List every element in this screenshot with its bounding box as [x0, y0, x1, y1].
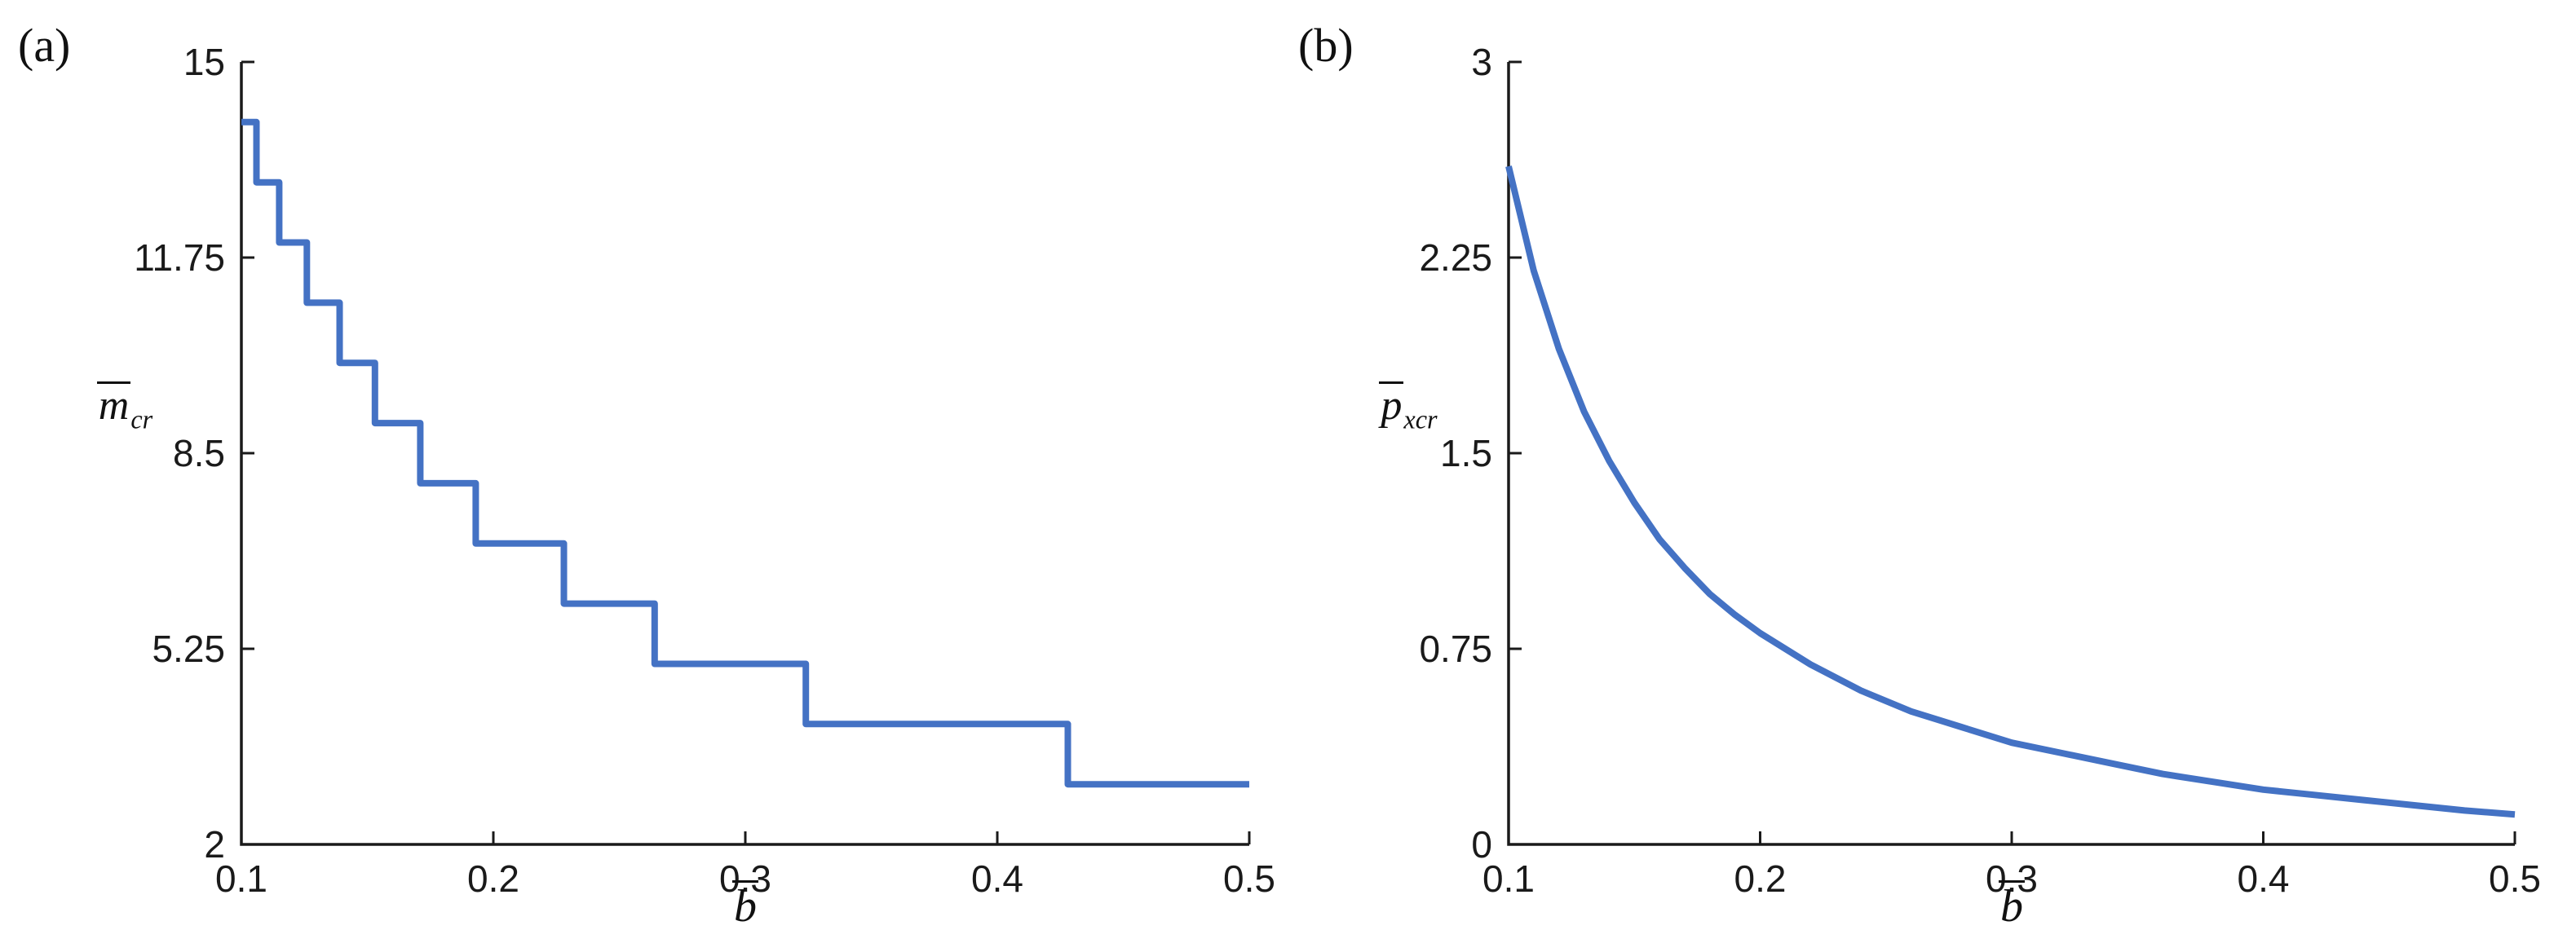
panel-a-ylabel-base: m	[96, 381, 131, 429]
x-tick-label: 0.4	[971, 857, 1023, 900]
x-tick-label: 0.4	[2238, 857, 2290, 900]
x-tick-label: 0.1	[1482, 857, 1535, 900]
y-tick-label: 3	[1471, 41, 1492, 83]
axes-spines-0	[240, 62, 1249, 846]
panel-b-x-axis-label: b	[1971, 880, 2052, 931]
panel-a-x-axis-label: b	[705, 880, 786, 931]
panel-b-xlabel-base: b	[1999, 880, 2025, 932]
x-tick-label: 0.2	[467, 857, 519, 900]
panel-a-xlabel-base: b	[732, 880, 758, 932]
panel-a-ylabel-subscript: cr	[130, 404, 153, 434]
y-tick-label: 0	[1471, 823, 1492, 866]
series-line-1	[1505, 165, 2516, 818]
y-tick-label: 2.25	[1419, 236, 1492, 279]
y-tick-label: 1.5	[1440, 432, 1492, 474]
y-tick-label: 8.5	[173, 432, 225, 474]
x-tick-label: 0.2	[1734, 857, 1787, 900]
panel-b-letter: (b)	[1298, 19, 1354, 72]
panel-a-y-axis-label: mcr	[47, 381, 202, 434]
y-tick-label: 15	[183, 41, 225, 83]
y-tick-label: 11.75	[134, 236, 225, 279]
y-tick-label: 5.25	[152, 628, 225, 670]
axes-spines-1	[1507, 62, 2515, 846]
x-tick-label: 0.3	[719, 857, 771, 900]
panel-b-ylabel-base: p	[1379, 381, 1404, 429]
y-tick-label: 0.75	[1419, 628, 1492, 670]
y-tick-label: 2	[204, 823, 225, 866]
x-tick-label: 0.3	[1986, 857, 2038, 900]
x-tick-label: 0.1	[215, 857, 267, 900]
panel-b-ylabel-subscript: xcr	[1403, 404, 1438, 434]
panel-b-y-axis-label: pxcr	[1323, 381, 1494, 434]
series-line-0	[241, 118, 1249, 788]
x-tick-label: 0.5	[2489, 857, 2541, 900]
x-tick-label: 0.5	[1223, 857, 1275, 900]
panel-a-letter: (a)	[18, 19, 71, 72]
